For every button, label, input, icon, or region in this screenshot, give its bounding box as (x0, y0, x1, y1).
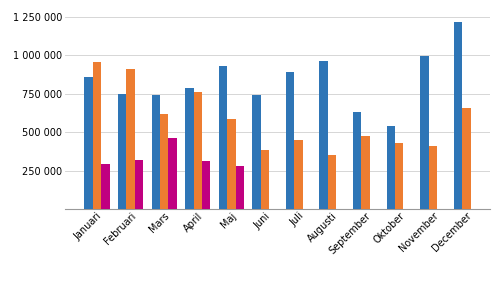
Bar (320, 61, 328, 209)
Bar (236, 165, 244, 209)
Bar (328, 155, 336, 209)
Bar (134, 160, 143, 209)
Bar (395, 143, 404, 209)
Bar (353, 112, 362, 209)
Bar (420, 56, 428, 209)
Bar (218, 66, 227, 209)
Bar (294, 140, 302, 209)
Bar (185, 88, 194, 209)
Bar (386, 126, 395, 209)
Bar (152, 95, 160, 209)
Bar (168, 138, 176, 209)
Bar (362, 136, 370, 209)
Bar (454, 22, 462, 209)
Bar (84, 77, 92, 209)
Bar (194, 92, 202, 209)
Bar (252, 95, 260, 209)
Bar (118, 94, 126, 209)
Bar (462, 108, 470, 209)
Bar (428, 145, 437, 209)
Bar (126, 69, 134, 209)
Bar (92, 62, 101, 209)
Bar (260, 150, 269, 209)
Bar (101, 164, 110, 209)
Bar (286, 71, 294, 209)
Bar (202, 161, 210, 209)
Bar (227, 119, 235, 209)
Bar (160, 114, 168, 209)
